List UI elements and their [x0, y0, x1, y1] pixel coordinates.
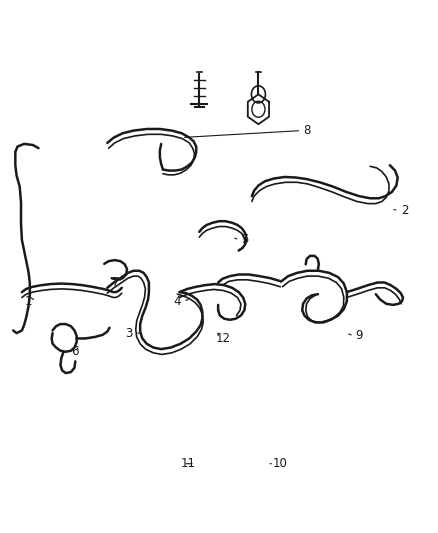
Text: 2: 2	[401, 204, 409, 217]
Text: 6: 6	[71, 345, 78, 358]
Text: 11: 11	[181, 457, 196, 470]
Text: 8: 8	[303, 124, 310, 137]
Text: 3: 3	[126, 327, 133, 340]
Text: 5: 5	[242, 233, 249, 246]
Text: 4: 4	[173, 295, 181, 308]
Text: 9: 9	[355, 329, 363, 342]
Text: 10: 10	[273, 457, 288, 470]
Text: 12: 12	[216, 332, 231, 345]
Text: 1: 1	[25, 295, 32, 308]
Text: 7: 7	[112, 276, 120, 289]
